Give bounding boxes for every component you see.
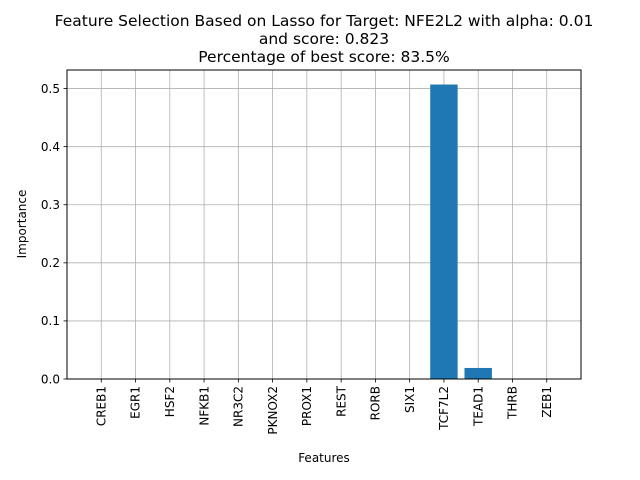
bars — [430, 84, 492, 379]
y-tick-label: 0.3 — [41, 198, 60, 212]
plot-frame — [66, 69, 582, 380]
x-tick-label: REST — [334, 385, 348, 417]
chart-title-line-1: Feature Selection Based on Lasso for Tar… — [55, 12, 594, 30]
chart-title: Feature Selection Based on Lasso for Tar… — [55, 12, 594, 66]
bar-tead1 — [464, 367, 492, 379]
grid-lines — [67, 70, 581, 380]
y-tick-label: 0.2 — [41, 256, 60, 270]
y-tick-label: 0.4 — [41, 140, 60, 154]
x-tick-label: PROX1 — [300, 386, 314, 426]
x-tick-label: RORB — [369, 386, 383, 420]
x-tick-label: TCF7L2 — [437, 386, 451, 431]
x-tick-label: TEAD1 — [471, 386, 485, 427]
y-axis-label: Importance — [15, 190, 29, 259]
bar-tcf7l2 — [430, 84, 458, 379]
x-tick-label: HSF2 — [163, 386, 177, 417]
x-tick-label: PKNOX2 — [266, 386, 280, 435]
x-tick-label: EGR1 — [129, 386, 143, 419]
y-tick-label: 0.5 — [41, 82, 60, 96]
x-tick-label: THRB — [506, 386, 520, 420]
y-axis-ticks: 0.0 0.1 0.2 0.3 0.4 0.5 — [41, 82, 67, 386]
chart-title-line-3: Percentage of best score: 83.5% — [198, 48, 449, 66]
x-tick-label: NR3C2 — [232, 386, 246, 427]
x-axis-ticks: CREB1 EGR1 HSF2 NFKB1 NR3C2 PKNOX2 PROX1 REST RO… — [94, 379, 554, 435]
x-tick-label: NFKB1 — [197, 386, 211, 426]
x-tick-label: CREB1 — [94, 386, 108, 426]
x-tick-label: SIX1 — [403, 386, 417, 413]
y-tick-label: 0.1 — [41, 314, 60, 328]
x-axis-label: Features — [298, 451, 350, 465]
chart-title-line-2: and score: 0.823 — [259, 30, 389, 48]
x-tick-label: ZEB1 — [540, 386, 554, 418]
y-tick-label: 0.0 — [41, 372, 60, 386]
